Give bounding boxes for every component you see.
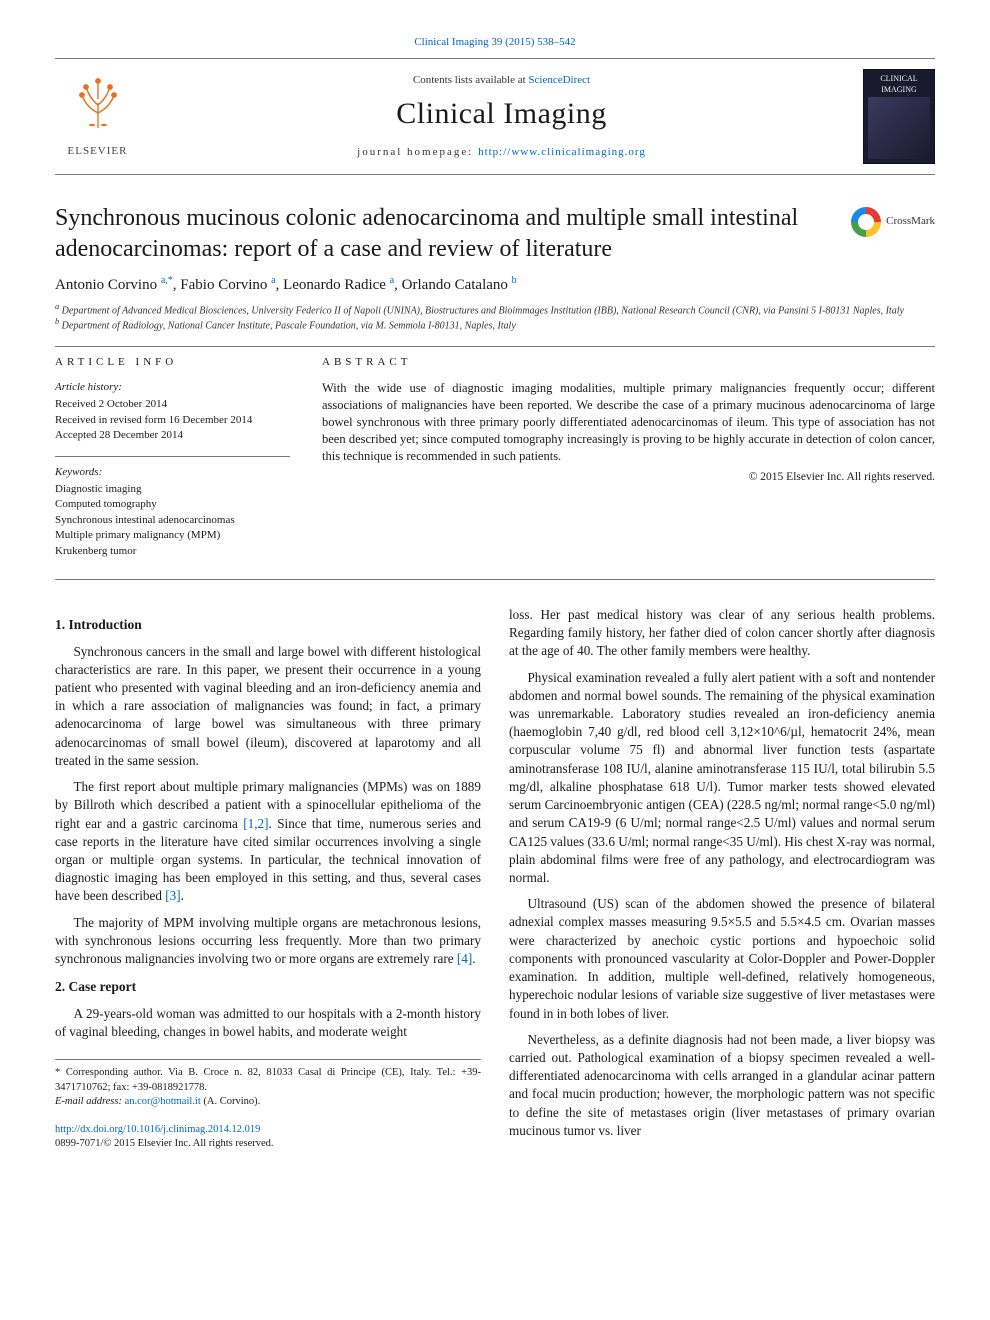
left-column: 1. Introduction Synchronous cancers in t…: [55, 606, 481, 1150]
affiliation-b: b Department of Radiology, National Canc…: [55, 317, 935, 332]
history-item: Received in revised form 16 December 201…: [55, 413, 290, 428]
abstract-text: With the wide use of diagnostic imaging …: [322, 380, 935, 464]
keyword-item: Synchronous intestinal adenocarcinomas: [55, 513, 290, 528]
keyword-item: Krukenberg tumor: [55, 544, 290, 559]
affiliations: a Department of Advanced Medical Bioscie…: [55, 302, 935, 333]
citation-link[interactable]: Clinical Imaging 39 (2015) 538–542: [414, 36, 575, 48]
corresponding-author: * Corresponding author. Via B. Croce n. …: [55, 1066, 481, 1094]
citation-link[interactable]: [1,2]: [243, 816, 268, 831]
body-paragraph: loss. Her past medical history was clear…: [509, 606, 935, 661]
body-paragraph: Physical examination revealed a fully al…: [509, 669, 935, 888]
publisher-name: ELSEVIER: [68, 144, 128, 159]
publisher-logo: ELSEVIER: [55, 69, 140, 164]
contents-prefix: Contents lists available at: [413, 74, 528, 86]
divider: [55, 346, 935, 347]
right-column: loss. Her past medical history was clear…: [509, 606, 935, 1150]
crossmark-icon: [851, 207, 881, 237]
crossmark-label: CrossMark: [886, 214, 935, 229]
issn-copyright: 0899-7071/© 2015 Elsevier Inc. All right…: [55, 1138, 274, 1149]
cover-image-icon: [868, 97, 930, 158]
history-item: Accepted 28 December 2014: [55, 428, 290, 443]
authors-line: Antonio Corvino a,*, Fabio Corvino a, Le…: [55, 274, 935, 295]
history-item: Received 2 October 2014: [55, 397, 290, 412]
journal-name: Clinical Imaging: [140, 94, 863, 135]
keyword-item: Computed tomography: [55, 497, 290, 512]
crossmark-badge[interactable]: CrossMark: [851, 207, 935, 237]
citation-header: Clinical Imaging 39 (2015) 538–542: [55, 35, 935, 50]
cover-title: CLINICAL IMAGING: [868, 74, 930, 96]
history-heading: Article history:: [55, 380, 290, 395]
homepage-prefix: journal homepage:: [357, 146, 478, 158]
keyword-item: Multiple primary malignancy (MPM): [55, 528, 290, 543]
email-line: E-mail address: an.cor@hotmail.it (A. Co…: [55, 1095, 481, 1109]
contents-line: Contents lists available at ScienceDirec…: [140, 73, 863, 88]
article-title: Synchronous mucinous colonic adenocarcin…: [55, 203, 837, 264]
doi-block: http://dx.doi.org/10.1016/j.clinimag.201…: [55, 1123, 481, 1150]
body-paragraph: Ultrasound (US) scan of the abdomen show…: [509, 895, 935, 1023]
body-columns: 1. Introduction Synchronous cancers in t…: [55, 606, 935, 1150]
section-heading-intro: 1. Introduction: [55, 616, 481, 635]
body-paragraph: The majority of MPM involving multiple o…: [55, 914, 481, 969]
email-link[interactable]: an.cor@hotmail.it: [125, 1096, 201, 1107]
body-paragraph: A 29-years-old woman was admitted to our…: [55, 1005, 481, 1041]
body-paragraph: The first report about multiple primary …: [55, 778, 481, 906]
affiliation-a: a Department of Advanced Medical Bioscie…: [55, 302, 935, 317]
keyword-item: Diagnostic imaging: [55, 482, 290, 497]
journal-homepage-line: journal homepage: http://www.clinicalima…: [140, 145, 863, 160]
citation-link[interactable]: [3]: [165, 888, 180, 903]
sciencedirect-link[interactable]: ScienceDirect: [528, 74, 590, 86]
abstract-heading: ABSTRACT: [322, 355, 935, 370]
journal-cover-thumb: CLINICAL IMAGING: [863, 69, 935, 164]
doi-link[interactable]: http://dx.doi.org/10.1016/j.clinimag.201…: [55, 1124, 260, 1135]
journal-homepage-link[interactable]: http://www.clinicalimaging.org: [478, 146, 646, 158]
footnotes: * Corresponding author. Via B. Croce n. …: [55, 1059, 481, 1109]
section-heading-case: 2. Case report: [55, 978, 481, 997]
abstract-block: ABSTRACT With the wide use of diagnostic…: [322, 355, 935, 571]
elsevier-tree-icon: [68, 73, 128, 142]
divider: [55, 579, 935, 580]
masthead: ELSEVIER Contents lists available at Sci…: [55, 58, 935, 175]
body-paragraph: Nevertheless, as a definite diagnosis ha…: [509, 1031, 935, 1140]
abstract-copyright: © 2015 Elsevier Inc. All rights reserved…: [322, 470, 935, 486]
keywords-heading: Keywords:: [55, 465, 290, 480]
article-info-heading: ARTICLE INFO: [55, 355, 290, 370]
article-info-block: ARTICLE INFO Article history: Received 2…: [55, 355, 290, 571]
citation-link[interactable]: [4]: [457, 951, 472, 966]
divider: [55, 456, 290, 457]
body-paragraph: Synchronous cancers in the small and lar…: [55, 643, 481, 771]
